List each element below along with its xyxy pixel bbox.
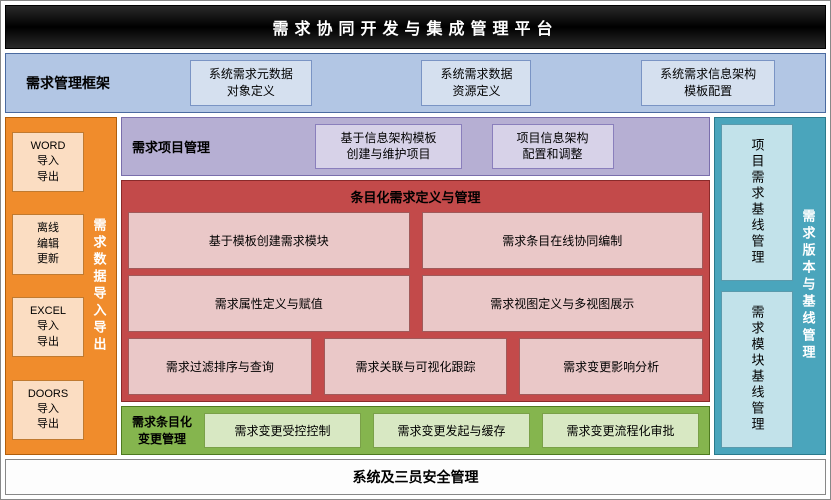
framework-box: 系统需求信息架构模板配置 <box>641 60 775 106</box>
project-mgmt-boxes: 基于信息架构模板创建与维护项目 项目信息架构配置和调整 <box>230 124 699 170</box>
red-box: 需求变更影响分析 <box>519 338 703 395</box>
red-row-1: 基于模板创建需求模块 需求条目在线协同编制 <box>128 212 703 269</box>
change-box: 需求变更流程化审批 <box>542 413 699 448</box>
io-box-offline: 离线编辑更新 <box>12 214 84 274</box>
io-box-word: WORD导入导出 <box>12 132 84 192</box>
baseline-box-project: 项目需求基线管理 <box>721 124 793 281</box>
import-export-boxes: WORD导入导出 离线编辑更新 EXCEL导入导出 DOORS导入导出 <box>12 124 84 448</box>
change-box: 需求变更发起与缓存 <box>373 413 530 448</box>
change-mgmt-bar: 需求条目化变更管理 需求变更受控控制 需求变更发起与缓存 需求变更流程化审批 <box>121 406 710 455</box>
framework-box: 系统需求数据资源定义 <box>421 60 531 106</box>
change-box: 需求变更受控控制 <box>204 413 361 448</box>
center-column: 需求项目管理 基于信息架构模板创建与维护项目 项目信息架构配置和调整 条目化需求… <box>121 117 710 455</box>
red-box: 需求条目在线协同编制 <box>422 212 704 269</box>
red-row-3: 需求过滤排序与查询 需求关联与可视化跟踪 需求变更影响分析 <box>128 338 703 395</box>
framework-boxes: 系统需求元数据对象定义 系统需求数据资源定义 系统需求信息架构模板配置 <box>150 60 815 106</box>
definition-mgmt-block: 条目化需求定义与管理 基于模板创建需求模块 需求条目在线协同编制 需求属性定义与… <box>121 180 710 402</box>
red-box: 需求关联与可视化跟踪 <box>324 338 508 395</box>
diagram-frame: 需求协同开发与集成管理平台 需求管理框架 系统需求元数据对象定义 系统需求数据资… <box>0 0 831 500</box>
import-export-label: 需求数据导入导出 <box>88 124 110 448</box>
version-baseline-boxes: 项目需求基线管理 需求模块基线管理 <box>721 124 793 448</box>
project-mgmt-bar: 需求项目管理 基于信息架构模板创建与维护项目 项目信息架构配置和调整 <box>121 117 710 177</box>
framework-bar: 需求管理框架 系统需求元数据对象定义 系统需求数据资源定义 系统需求信息架构模板… <box>5 53 826 113</box>
version-baseline-column: 项目需求基线管理 需求模块基线管理 需求版本与基线管理 <box>714 117 826 455</box>
red-row-2: 需求属性定义与赋值 需求视图定义与多视图展示 <box>128 275 703 332</box>
definition-mgmt-title: 条目化需求定义与管理 <box>128 187 703 206</box>
red-box: 基于模板创建需求模块 <box>128 212 410 269</box>
platform-title: 需求协同开发与集成管理平台 <box>5 5 826 49</box>
import-export-column: WORD导入导出 离线编辑更新 EXCEL导入导出 DOORS导入导出 需求数据… <box>5 117 117 455</box>
io-box-excel: EXCEL导入导出 <box>12 297 84 357</box>
version-baseline-label: 需求版本与基线管理 <box>797 124 819 448</box>
project-mgmt-label: 需求项目管理 <box>132 137 210 156</box>
change-mgmt-label: 需求条目化变更管理 <box>132 414 192 448</box>
project-box: 基于信息架构模板创建与维护项目 <box>315 124 461 170</box>
change-mgmt-boxes: 需求变更受控控制 需求变更发起与缓存 需求变更流程化审批 <box>204 413 699 448</box>
framework-label: 需求管理框架 <box>16 73 120 93</box>
project-box: 项目信息架构配置和调整 <box>492 124 614 170</box>
io-box-doors: DOORS导入导出 <box>12 380 84 440</box>
baseline-box-module: 需求模块基线管理 <box>721 291 793 448</box>
red-box: 需求视图定义与多视图展示 <box>422 275 704 332</box>
middle-row: WORD导入导出 离线编辑更新 EXCEL导入导出 DOORS导入导出 需求数据… <box>5 117 826 455</box>
framework-box: 系统需求元数据对象定义 <box>190 60 312 106</box>
red-box: 需求属性定义与赋值 <box>128 275 410 332</box>
red-box: 需求过滤排序与查询 <box>128 338 312 395</box>
security-mgmt-bar: 系统及三员安全管理 <box>5 459 826 495</box>
